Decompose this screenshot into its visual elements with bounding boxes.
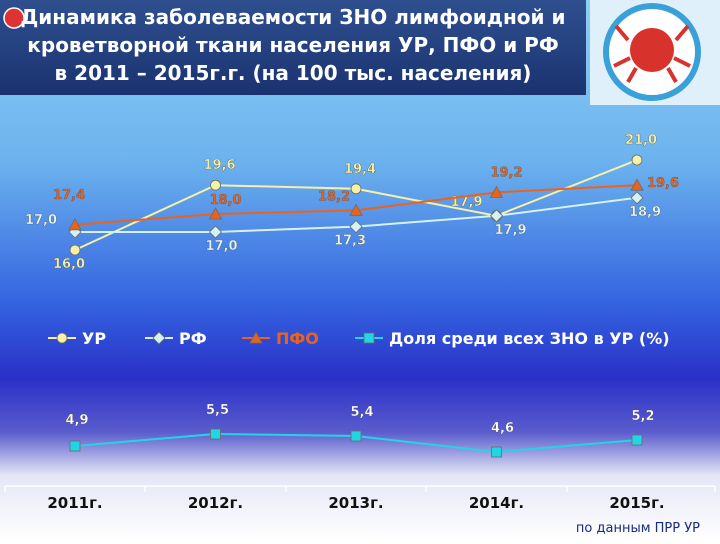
- x-tick-label: 2013г.: [328, 494, 383, 512]
- title-line: в 2011 – 2015г.г. (на 100 тыс. населения…: [55, 61, 532, 85]
- logo: [590, 0, 720, 105]
- point: [631, 154, 643, 166]
- data-label: 19,4: [344, 162, 376, 177]
- point: [210, 179, 221, 191]
- data-label: 21,0: [625, 133, 657, 148]
- data-label: 4,6: [491, 421, 514, 436]
- legend-label: РФ: [179, 329, 207, 348]
- x-tick-label: 2014г.: [469, 494, 524, 512]
- point: [350, 183, 362, 195]
- point: [68, 217, 82, 231]
- x-tick-label: 2015г.: [609, 494, 664, 512]
- point: [489, 209, 504, 223]
- title-line: Динамика заболеваемости ЗНО лимфоидной и: [20, 5, 565, 29]
- data-label: 5,5: [206, 403, 229, 418]
- emblem: [3, 7, 25, 29]
- point: [69, 244, 81, 256]
- point: [208, 225, 223, 239]
- data-label: 17,9: [494, 223, 526, 238]
- data-label: 18,0: [209, 193, 241, 208]
- point: [491, 446, 502, 458]
- data-label: 18,9: [629, 205, 661, 220]
- data-label: 16,0: [53, 257, 85, 272]
- data-label: 17,0: [205, 239, 237, 254]
- point: [208, 207, 223, 220]
- data-label: 17,4: [53, 188, 85, 203]
- point: [249, 331, 263, 344]
- data-label: 19,2: [490, 165, 522, 180]
- point: [69, 440, 81, 452]
- source-note: по данным ПРР УР: [576, 521, 700, 536]
- point: [631, 434, 643, 446]
- title-line: кроветворной ткани населения УР, ПФО и Р…: [27, 33, 558, 57]
- point: [630, 191, 644, 205]
- point: [152, 331, 166, 345]
- data-label: 19,6: [203, 158, 235, 173]
- data-label: 5,2: [631, 409, 654, 424]
- point: [630, 178, 644, 191]
- data-label: 17,3: [334, 234, 366, 249]
- point: [489, 185, 504, 198]
- data-label: 4,9: [65, 413, 88, 428]
- point: [349, 220, 363, 234]
- data-label: 5,4: [350, 405, 373, 420]
- point: [349, 203, 363, 216]
- legend-label: УР: [82, 329, 106, 348]
- data-label: 17,0: [25, 213, 57, 228]
- point: [56, 332, 68, 344]
- legend-label: ПФО: [276, 329, 319, 348]
- data-label: 18,2: [318, 189, 350, 204]
- data-label: 19,6: [647, 176, 679, 191]
- point: [350, 430, 362, 442]
- legend-label: Доля среди всех ЗНО в УР (%): [389, 329, 670, 348]
- data-label: 17,9: [450, 195, 482, 210]
- x-tick-label: 2012г.: [188, 494, 243, 512]
- title-bar: [0, 0, 586, 95]
- point: [363, 332, 375, 344]
- point: [210, 428, 221, 440]
- x-tick-label: 2011г.: [47, 494, 102, 512]
